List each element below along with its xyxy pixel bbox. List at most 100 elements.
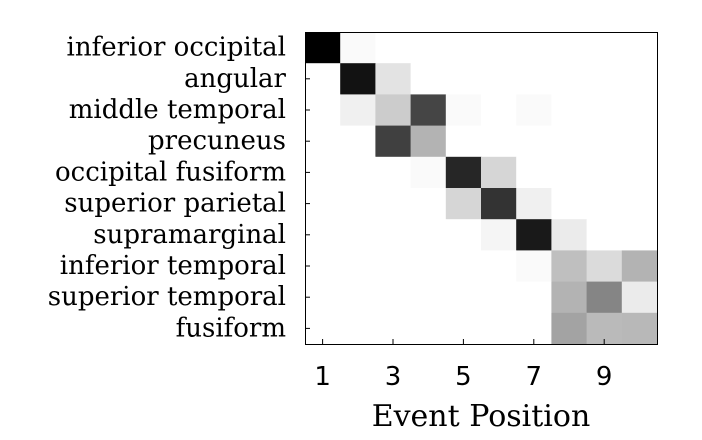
heatmap-cell — [410, 156, 447, 189]
heatmap-cell — [516, 125, 552, 158]
heatmap-cell — [516, 156, 552, 189]
heatmap-cell — [621, 188, 658, 220]
heatmap-cell — [445, 32, 482, 64]
heatmap-cell — [340, 156, 376, 189]
heatmap-cell — [481, 281, 517, 314]
row-label: superior parietal — [64, 189, 286, 219]
x-tick-label: 5 — [455, 362, 472, 392]
heatmap-cell — [481, 156, 517, 189]
heatmap-cell — [551, 281, 587, 314]
heatmap-cell — [586, 32, 623, 64]
heatmap-cell — [375, 156, 411, 189]
heatmap-cell — [551, 63, 587, 95]
row-label: supramarginal — [93, 220, 286, 250]
heatmap-cell — [516, 219, 552, 251]
heatmap-cell — [375, 125, 411, 158]
x-tick-label: 3 — [385, 362, 402, 392]
heatmap-cell — [586, 156, 623, 189]
heatmap-cell — [621, 156, 658, 189]
heatmap-cell — [445, 281, 482, 314]
heatmap-cell — [621, 125, 658, 158]
heatmap-cell — [305, 32, 341, 64]
heatmap-cell — [516, 250, 552, 282]
row-label: fusiform — [176, 313, 286, 343]
x-axis-title: Event Position — [372, 399, 591, 434]
heatmap-cell — [375, 219, 411, 251]
heatmap-cell — [410, 63, 447, 95]
heatmap-cell — [551, 94, 587, 126]
heatmap-cell — [410, 250, 447, 282]
heatmap-cell — [410, 281, 447, 314]
heatmap-cell — [621, 219, 658, 251]
heatmap-cell — [305, 63, 341, 95]
heatmap-cell — [375, 281, 411, 314]
row-label: angular — [184, 64, 286, 94]
heatmap-cell — [410, 188, 447, 220]
heatmap-cell — [340, 312, 376, 345]
heatmap-cell — [375, 250, 411, 282]
heatmap-cell — [516, 94, 552, 126]
heatmap-cell — [305, 94, 341, 126]
heatmap-cell — [305, 281, 341, 314]
heatmap-cell — [586, 219, 623, 251]
heatmap-cell — [516, 188, 552, 220]
heatmap-cell — [621, 94, 658, 126]
heatmap-cell — [481, 219, 517, 251]
heatmap-cell — [410, 32, 447, 64]
heatmap-cell — [586, 250, 623, 282]
row-label: superior temporal — [48, 282, 286, 312]
heatmap-cell — [340, 250, 376, 282]
heatmap-cell — [305, 125, 341, 158]
heatmap-cell — [305, 188, 341, 220]
heatmap-cell — [551, 250, 587, 282]
heatmap-cell — [551, 219, 587, 251]
heatmap-cell — [305, 250, 341, 282]
y-ticks — [305, 47, 310, 329]
heatmap-cell — [410, 125, 447, 158]
heatmap-cell — [516, 281, 552, 314]
heatmap-cell — [375, 32, 411, 64]
heatmap-cell — [375, 94, 411, 126]
heatmap-cell — [445, 250, 482, 282]
row-label: middle temporal — [69, 95, 286, 125]
heatmap-cell — [621, 63, 658, 95]
heatmap-cell — [481, 312, 517, 345]
heatmap-cell — [340, 125, 376, 158]
row-label: inferior temporal — [60, 251, 286, 281]
heatmap-cell — [586, 94, 623, 126]
x-tick-labels: 1 3 5 7 9 — [314, 362, 612, 392]
x-ticks — [322, 339, 605, 344]
heatmap-cell — [340, 188, 376, 220]
heatmap-cell — [551, 156, 587, 189]
heatmap-cell — [445, 94, 482, 126]
heatmap-cell — [621, 312, 658, 345]
row-label: precuneus — [148, 126, 286, 156]
heatmap-cell — [445, 125, 482, 158]
heatmap-cell — [305, 219, 341, 251]
heatmap-cell — [481, 125, 517, 158]
heatmap-cell — [551, 125, 587, 158]
heatmap-cell — [340, 63, 376, 95]
heatmap-cell — [305, 156, 341, 189]
heatmap-cell — [445, 188, 482, 220]
heatmap-cell — [445, 156, 482, 189]
heatmap-cell — [481, 188, 517, 220]
heatmap-cell — [586, 188, 623, 220]
heatmap-cell — [340, 94, 376, 126]
heatmap-cell — [375, 63, 411, 95]
heatmap-cell — [621, 250, 658, 282]
heatmap-cell — [586, 63, 623, 95]
heatmap-cell — [445, 219, 482, 251]
heatmap-cell — [375, 188, 411, 220]
x-tick-label: 9 — [596, 362, 613, 392]
heatmap-cell — [621, 32, 658, 64]
heatmap-cell — [410, 219, 447, 251]
x-tick-label: 1 — [314, 362, 331, 392]
heatmap-cell — [516, 63, 552, 95]
heatmap-cell — [516, 32, 552, 64]
plot-frame — [305, 32, 658, 345]
heatmap-cell — [340, 281, 376, 314]
heatmap-cell — [481, 63, 517, 95]
heatmap-cell — [410, 94, 447, 126]
